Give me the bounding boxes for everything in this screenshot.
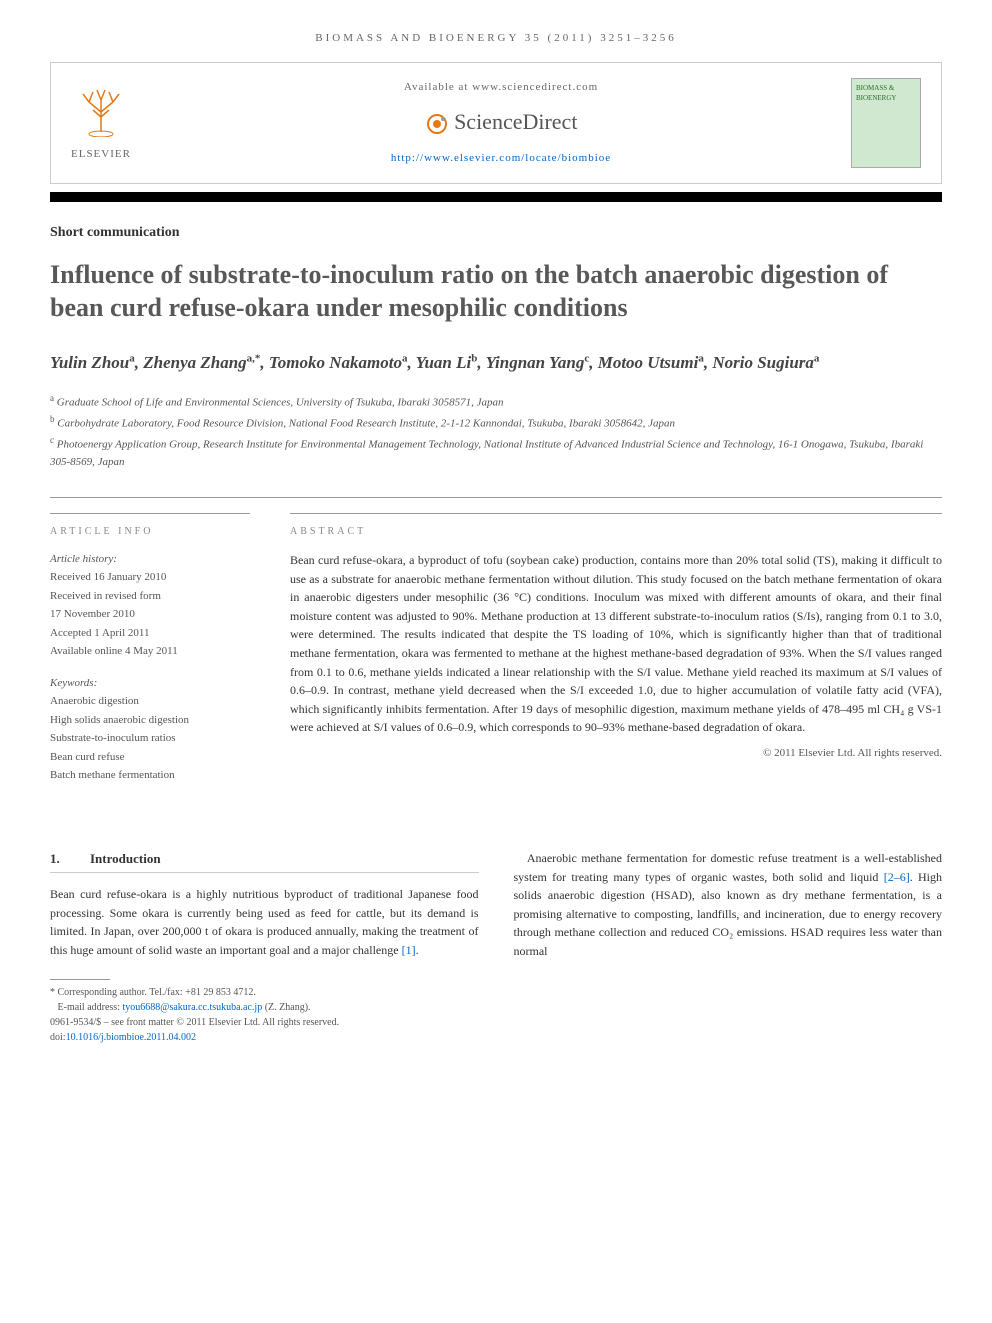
elsevier-logo: ELSEVIER	[71, 82, 151, 163]
journal-cover-thumbnail: BIOMASS & BIOENERGY	[851, 78, 921, 168]
history-line: Received in revised form	[50, 588, 250, 605]
ref-link-2-6[interactable]: [2–6]	[884, 870, 910, 884]
body-column-right: Anaerobic methane fermentation for domes…	[514, 849, 943, 1046]
elsevier-tree-icon	[71, 82, 151, 146]
doi-line: doi:10.1016/j.biombioe.2011.04.002	[50, 1030, 479, 1045]
abstract-text: Bean curd refuse-okara, a byproduct of t…	[290, 551, 942, 737]
body-column-left: 1.Introduction Bean curd refuse-okara is…	[50, 849, 479, 1046]
issn-line: 0961-9534/$ – see front matter © 2011 El…	[50, 1015, 479, 1030]
keyword-line: Batch methane fermentation	[50, 767, 250, 784]
article-info-column: ARTICLE INFO Article history: Received 1…	[50, 513, 250, 799]
sd-brand-text: ScienceDirect	[454, 109, 577, 134]
affiliation-line: b Carbohydrate Laboratory, Food Resource…	[50, 412, 942, 433]
section-title: Introduction	[90, 851, 161, 866]
journal-url[interactable]: http://www.elsevier.com/locate/biombioe	[151, 150, 851, 167]
keyword-line: Bean curd refuse	[50, 749, 250, 766]
abstract-column: ABSTRACT Bean curd refuse-okara, a bypro…	[290, 513, 942, 799]
header-center: Available at www.sciencedirect.com Scien…	[151, 79, 851, 167]
authors-list: Yulin Zhoua, Zhenya Zhanga,*, Tomoko Nak…	[50, 350, 942, 376]
section-number: 1.	[50, 849, 90, 869]
affiliation-line: a Graduate School of Life and Environmen…	[50, 391, 942, 412]
history-line: Accepted 1 April 2011	[50, 625, 250, 642]
header-panel: ELSEVIER Available at www.sciencedirect.…	[50, 62, 942, 184]
available-text: Available at www.sciencedirect.com	[151, 79, 851, 96]
email-link[interactable]: tyou6688@sakura.cc.tsukuba.ac.jp	[122, 1002, 262, 1013]
article-title: Influence of substrate-to-inoculum ratio…	[50, 258, 942, 326]
intro-para-right: Anaerobic methane fermentation for domes…	[514, 849, 943, 961]
affiliation-line: c Photoenergy Application Group, Researc…	[50, 433, 942, 472]
affiliations: a Graduate School of Life and Environmen…	[50, 391, 942, 472]
doi-link[interactable]: 10.1016/j.biombioe.2011.04.002	[66, 1032, 196, 1043]
keyword-line: Anaerobic digestion	[50, 693, 250, 710]
section-1-heading: 1.Introduction	[50, 849, 479, 873]
history-line: Available online 4 May 2011	[50, 643, 250, 660]
intro-para-left: Bean curd refuse-okara is a highly nutri…	[50, 885, 479, 959]
email-line: E-mail address: tyou6688@sakura.cc.tsuku…	[50, 1000, 479, 1015]
history-line: Received 16 January 2010	[50, 569, 250, 586]
body-columns: 1.Introduction Bean curd refuse-okara is…	[50, 849, 942, 1046]
corresponding-author: * Corresponding author. Tel./fax: +81 29…	[50, 985, 479, 1000]
divider-bar	[50, 192, 942, 202]
ref-link-1[interactable]: [1]	[402, 943, 416, 957]
cover-title: BIOMASS & BIOENERGY	[856, 83, 916, 104]
keywords-block: Keywords: Anaerobic digestion High solids…	[50, 675, 250, 784]
journal-citation: BIOMASS AND BIOENERGY 35 (2011) 3251–325…	[50, 30, 942, 47]
footnotes: * Corresponding author. Tel./fax: +81 29…	[50, 985, 479, 1045]
history-line: 17 November 2010	[50, 606, 250, 623]
history-label: Article history:	[50, 551, 250, 568]
footnote-separator	[50, 979, 110, 980]
article-type: Short communication	[50, 222, 942, 243]
keyword-line: High solids anaerobic digestion	[50, 712, 250, 729]
elsevier-text: ELSEVIER	[71, 146, 151, 163]
abstract-heading: ABSTRACT	[290, 524, 942, 539]
keyword-line: Substrate-to-inoculum ratios	[50, 730, 250, 747]
sciencedirect-logo: ScienceDirect	[151, 105, 851, 138]
keywords-label: Keywords:	[50, 675, 250, 692]
history-block: Article history: Received 16 January 201…	[50, 551, 250, 660]
abstract-copyright: © 2011 Elsevier Ltd. All rights reserved…	[290, 745, 942, 762]
info-abstract-row: ARTICLE INFO Article history: Received 1…	[50, 497, 942, 799]
article-info-heading: ARTICLE INFO	[50, 524, 250, 539]
